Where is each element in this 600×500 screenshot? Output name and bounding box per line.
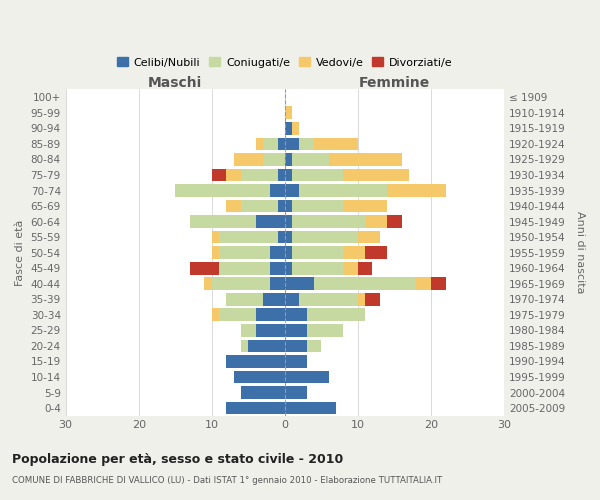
Bar [256, 308, 285, 321]
Bar [270, 246, 285, 259]
Bar [431, 278, 446, 290]
Bar [233, 153, 263, 166]
Bar [307, 340, 322, 352]
Bar [212, 168, 226, 181]
Bar [285, 324, 307, 336]
Bar [256, 138, 263, 150]
Bar [190, 262, 219, 274]
Bar [263, 153, 285, 166]
Bar [285, 308, 307, 321]
Bar [226, 293, 263, 306]
Bar [285, 355, 307, 368]
Bar [285, 184, 299, 197]
Bar [212, 231, 219, 243]
Bar [285, 153, 292, 166]
Bar [358, 293, 365, 306]
Bar [285, 402, 336, 414]
Text: Femmine: Femmine [359, 76, 430, 90]
Bar [358, 231, 380, 243]
Bar [365, 246, 387, 259]
Bar [285, 293, 299, 306]
Bar [365, 215, 387, 228]
Bar [263, 293, 285, 306]
Bar [285, 278, 314, 290]
Bar [329, 153, 401, 166]
Bar [314, 278, 416, 290]
Bar [285, 246, 292, 259]
Bar [299, 138, 314, 150]
Bar [292, 215, 365, 228]
Bar [190, 215, 256, 228]
Y-axis label: Anni di nascita: Anni di nascita [575, 212, 585, 294]
Bar [285, 122, 292, 134]
Bar [299, 184, 387, 197]
Bar [285, 200, 292, 212]
Bar [270, 278, 285, 290]
Bar [278, 231, 285, 243]
Bar [219, 262, 270, 274]
Bar [278, 138, 285, 150]
Bar [299, 293, 358, 306]
Bar [387, 215, 401, 228]
Bar [219, 308, 256, 321]
Bar [416, 278, 431, 290]
Bar [278, 200, 285, 212]
Bar [292, 153, 329, 166]
Bar [292, 262, 343, 274]
Bar [307, 308, 365, 321]
Bar [285, 386, 307, 399]
Bar [285, 168, 292, 181]
Bar [358, 262, 373, 274]
Bar [241, 324, 256, 336]
Bar [343, 200, 387, 212]
Bar [285, 215, 292, 228]
Text: Maschi: Maschi [148, 76, 202, 90]
Bar [285, 340, 307, 352]
Bar [212, 278, 270, 290]
Bar [241, 340, 248, 352]
Bar [226, 200, 241, 212]
Bar [219, 231, 278, 243]
Bar [226, 402, 285, 414]
Text: Popolazione per età, sesso e stato civile - 2010: Popolazione per età, sesso e stato civil… [12, 452, 343, 466]
Bar [212, 246, 219, 259]
Bar [292, 231, 358, 243]
Bar [365, 293, 380, 306]
Bar [292, 200, 343, 212]
Bar [343, 246, 365, 259]
Bar [285, 262, 292, 274]
Bar [292, 246, 343, 259]
Bar [314, 138, 358, 150]
Bar [285, 231, 292, 243]
Bar [292, 122, 299, 134]
Bar [226, 355, 285, 368]
Bar [205, 278, 212, 290]
Bar [226, 168, 241, 181]
Bar [256, 324, 285, 336]
Bar [285, 370, 329, 384]
Bar [241, 168, 278, 181]
Bar [256, 215, 285, 228]
Bar [285, 106, 292, 119]
Bar [219, 246, 270, 259]
Bar [233, 370, 285, 384]
Bar [292, 168, 343, 181]
Bar [278, 168, 285, 181]
Bar [270, 184, 285, 197]
Bar [285, 138, 299, 150]
Legend: Celibi/Nubili, Coniugati/e, Vedovi/e, Divorziati/e: Celibi/Nubili, Coniugati/e, Vedovi/e, Di… [113, 52, 457, 72]
Text: COMUNE DI FABBRICHE DI VALLICO (LU) - Dati ISTAT 1° gennaio 2010 - Elaborazione : COMUNE DI FABBRICHE DI VALLICO (LU) - Da… [12, 476, 442, 485]
Bar [270, 262, 285, 274]
Bar [343, 168, 409, 181]
Bar [307, 324, 343, 336]
Bar [248, 340, 285, 352]
Bar [387, 184, 446, 197]
Bar [241, 200, 278, 212]
Y-axis label: Fasce di età: Fasce di età [15, 220, 25, 286]
Bar [241, 386, 285, 399]
Bar [212, 308, 219, 321]
Bar [263, 138, 278, 150]
Bar [175, 184, 270, 197]
Bar [343, 262, 358, 274]
